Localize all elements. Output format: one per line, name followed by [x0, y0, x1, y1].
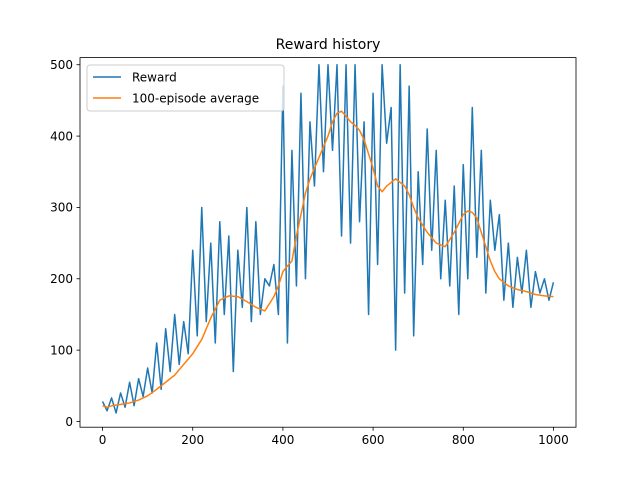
series-line-average	[102, 110, 554, 408]
y-tick-label: 500	[50, 58, 73, 72]
legend-label: Reward	[132, 70, 177, 84]
x-tick-label: 400	[271, 433, 294, 447]
x-tick-label: 800	[452, 433, 475, 447]
x-tick-label: 1000	[538, 433, 569, 447]
y-tick-label: 200	[50, 272, 73, 286]
chart-title: Reward history	[276, 37, 381, 53]
x-axis: 0 200 400 600 800 1000	[99, 427, 569, 447]
legend: Reward 100-episode average	[86, 64, 285, 112]
x-tick-label: 0	[99, 433, 107, 447]
y-tick-label: 400	[50, 129, 73, 143]
y-axis: 0 100 200 300 400 500	[50, 58, 80, 429]
legend-label: 100-episode average	[132, 91, 259, 105]
plot-frame	[79, 57, 577, 428]
y-tick-label: 0	[65, 415, 73, 429]
y-tick-label: 100	[50, 343, 73, 357]
x-tick-label: 200	[181, 433, 204, 447]
y-tick-label: 300	[50, 201, 73, 215]
legend-box	[86, 64, 285, 112]
series-layer	[101, 63, 555, 414]
x-tick-label: 600	[362, 433, 385, 447]
